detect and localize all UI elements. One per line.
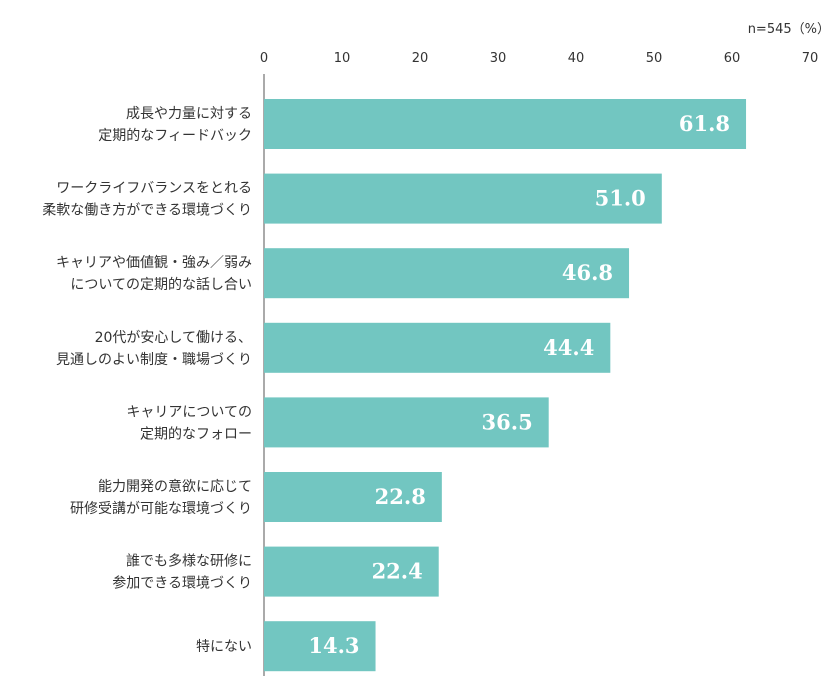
bar-value-label: 22.8	[375, 484, 426, 509]
x-tick-label: 70	[802, 51, 819, 66]
bar	[264, 99, 747, 149]
x-tick-label: 20	[412, 51, 429, 66]
bar-value-label: 51.0	[595, 186, 646, 211]
category-label: 特にない	[196, 639, 252, 655]
sample-size-note: n=545（%）	[748, 22, 830, 37]
category-labels: 成長や力量に対する定期的なフィードバックワークライフバランスをとれる柔軟な働き方…	[42, 106, 252, 655]
bar	[264, 621, 376, 672]
category-label: 成長や力量に対する定期的なフィードバック	[98, 106, 252, 144]
category-label: ワークライフバランスをとれる柔軟な働き方ができる環境づくり	[42, 181, 252, 219]
bar-value-label: 44.4	[543, 335, 594, 360]
x-tick-label: 30	[490, 51, 507, 66]
bar-value-label: 46.8	[562, 260, 613, 285]
bar-value-label: 61.8	[679, 111, 730, 136]
bar-value-label: 22.4	[372, 559, 423, 584]
bar	[264, 472, 442, 522]
category-label: キャリアや価値観・強み／弱みについての定期的な話し合い	[56, 254, 252, 293]
bar	[264, 397, 549, 448]
bar-value-label: 36.5	[482, 409, 533, 434]
x-tick-label: 0	[260, 51, 268, 66]
category-label: キャリアについての定期的なフォロー	[126, 404, 252, 442]
bar	[264, 546, 439, 597]
bar-value-label: 14.3	[308, 633, 359, 658]
x-tick-label: 50	[646, 51, 663, 66]
bars: 61.8 51.0 46.8 44.4 36.5 22.8 22.4 14.3	[264, 99, 747, 672]
bar	[264, 248, 630, 299]
category-label: 20代が安心して働ける、見通しのよい制度・職場づくり	[56, 330, 252, 368]
x-tick-label: 10	[334, 51, 351, 66]
category-label: 誰でも多様な研修に参加できる環境づくり	[112, 553, 252, 592]
x-tick-label: 40	[568, 51, 585, 66]
bar	[264, 322, 611, 373]
x-tick-label: 60	[724, 51, 741, 66]
bar	[264, 173, 662, 224]
category-label: 能力開発の意欲に応じて研修受講が可能な環境づくり	[70, 478, 252, 517]
x-axis-ticks: 0 10 20 30 40 50 60 70	[260, 51, 818, 66]
